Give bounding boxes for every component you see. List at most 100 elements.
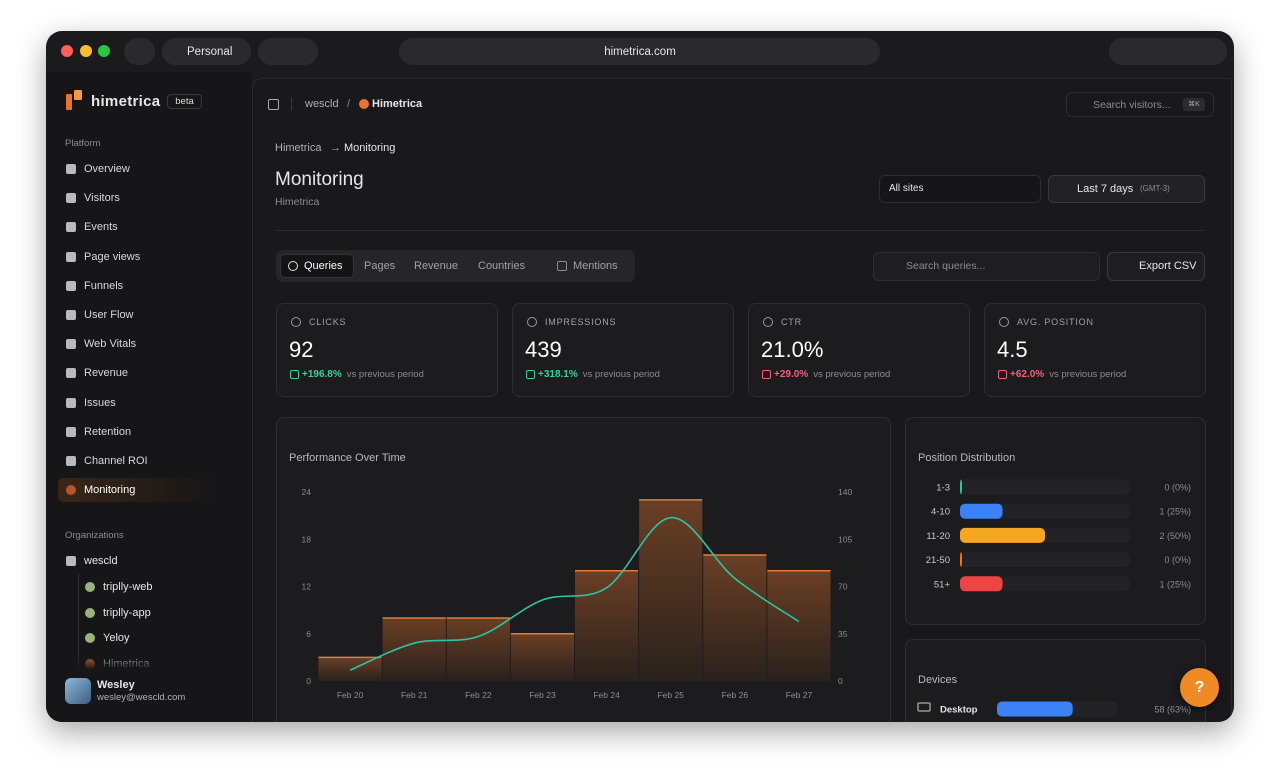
bar [382, 618, 446, 681]
tree-line [78, 574, 79, 669]
tab[interactable]: Countries [478, 260, 526, 272]
org-name[interactable]: wescld [84, 555, 118, 567]
nav-item[interactable]: Page views [84, 250, 141, 263]
nav-item[interactable]: Issues [84, 396, 116, 409]
stat-icon [291, 317, 301, 327]
nav-item[interactable]: Channel ROI [84, 455, 148, 467]
value-label: 1 (25%) [1159, 507, 1191, 517]
stat-value: 92 [289, 337, 314, 362]
page-title: Monitoring [275, 169, 364, 190]
bar [639, 499, 703, 681]
stat-card [748, 303, 970, 397]
tab[interactable]: Mentions [573, 260, 618, 272]
project-icon [359, 99, 369, 109]
stat-label: IMPRESSIONS [545, 317, 617, 327]
tab[interactable]: Queries [304, 260, 343, 272]
search-queries-placeholder: Search queries... [906, 260, 986, 272]
sidebar-toggle[interactable] [124, 38, 155, 65]
y-tick-label: 24 [302, 487, 312, 497]
window-control[interactable] [61, 45, 73, 57]
breadcrumb[interactable]: Himetrica [275, 142, 322, 154]
stat-icon [763, 317, 773, 327]
site-item[interactable]: triplly-app [103, 606, 151, 619]
bar-label: 4-10 [931, 507, 950, 518]
nav-item[interactable]: Funnels [84, 279, 124, 292]
panel-toggle[interactable] [268, 99, 279, 110]
nav-item[interactable]: Overview [84, 163, 130, 175]
nav-icon [66, 485, 76, 496]
bar [997, 701, 1073, 717]
y-tick-label: 18 [302, 534, 312, 544]
nav-item[interactable]: Events [84, 221, 118, 234]
y-tick-label: 0 [306, 676, 311, 686]
nav-item[interactable]: Visitors [84, 192, 120, 205]
user-name: Wesley [97, 679, 135, 691]
bar-track [960, 552, 1130, 568]
stat-note: vs previous period [813, 369, 891, 380]
workspace[interactable]: wescld [305, 98, 339, 110]
tab-icon [557, 261, 567, 271]
brand: himetrica [91, 93, 161, 110]
site-item[interactable]: Yeloy [103, 632, 130, 645]
bar [446, 618, 510, 681]
help-button[interactable] [1180, 668, 1219, 707]
stat-card [276, 303, 498, 397]
date-filter[interactable] [1048, 175, 1205, 203]
nav-item[interactable]: User Flow [84, 309, 134, 321]
y-tick-label: 12 [302, 582, 312, 592]
search-queries[interactable] [873, 252, 1100, 281]
date-range: Last 7 days [1077, 183, 1134, 195]
line [349, 516, 800, 671]
stat-change: +318.1% [538, 369, 578, 380]
trend-icon [526, 370, 535, 379]
stat-value: 21.0% [761, 337, 824, 362]
section-label: Organizations [65, 530, 124, 541]
sidebar [46, 72, 252, 722]
bar [960, 576, 1003, 592]
bar [318, 657, 382, 681]
shortcut: ⌘K [1188, 101, 1200, 108]
value-label: 2 (50%) [1159, 531, 1191, 541]
viewport: Personal himetrica.com himetrica beta Platfo… [46, 31, 1234, 722]
tab[interactable]: Pages [364, 260, 396, 272]
window-control[interactable] [98, 45, 110, 57]
tab-icon [288, 261, 298, 271]
trend-icon [998, 370, 1007, 379]
nav-buttons[interactable] [258, 38, 318, 65]
user-email: wesley@wescld.com [97, 692, 186, 703]
profile-button[interactable] [162, 38, 251, 65]
value-label: 0 (0%) [1164, 483, 1191, 493]
search-visitors[interactable] [1066, 92, 1214, 117]
nav-item[interactable]: Retention [84, 425, 132, 438]
avatar [65, 678, 91, 704]
bar-track [960, 479, 1130, 495]
nav-active [58, 478, 218, 503]
tab[interactable]: Revenue [414, 260, 459, 272]
nav-item[interactable]: Monitoring [84, 484, 136, 497]
value-label: 0 (0%) [1164, 555, 1191, 565]
logo-mark [66, 94, 72, 110]
bar [960, 503, 1003, 519]
x-tick-label: Feb 21 [401, 690, 428, 700]
site-item[interactable]: triplly-web [103, 581, 153, 593]
stat-change: +196.8% [302, 369, 342, 380]
nav-item[interactable]: Revenue [84, 367, 129, 380]
project[interactable]: Himetrica [372, 98, 423, 110]
stat-label: AVG. POSITION [1017, 317, 1094, 327]
profile-name: Personal [187, 46, 233, 58]
export-label: Export CSV [1139, 260, 1197, 272]
card-title: Position Distribution [918, 452, 1015, 464]
site-filter[interactable] [879, 175, 1041, 203]
address-bar[interactable] [399, 38, 880, 65]
nav-item[interactable]: Web Vitals [84, 338, 137, 351]
window-control[interactable] [80, 45, 92, 57]
section-label: Platform [65, 138, 101, 149]
nav-icon [66, 339, 76, 350]
badge-label: beta [175, 96, 194, 107]
nav-icon [66, 368, 76, 379]
stat-label: CTR [781, 317, 802, 327]
browser-window: Personal himetrica.com himetrica beta Platfo… [46, 31, 1234, 722]
page-subtitle: Himetrica [275, 196, 320, 208]
export-button[interactable] [1107, 252, 1205, 281]
badge [167, 94, 202, 109]
